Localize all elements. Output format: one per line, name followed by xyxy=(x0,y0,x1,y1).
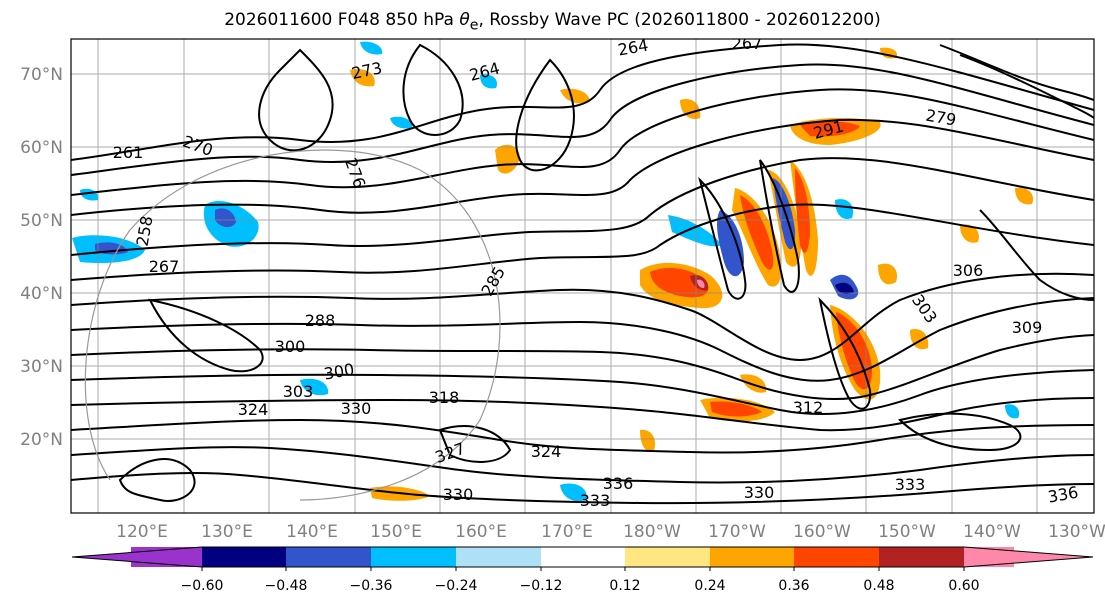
lon-tick-label: 160°E xyxy=(455,522,507,542)
graticule xyxy=(71,39,1094,513)
plot-frame xyxy=(70,38,1095,514)
colorbar-tick-label: 0.24 xyxy=(694,578,725,594)
colorbar-segment xyxy=(456,547,541,567)
colorbar-segment xyxy=(794,547,879,567)
contour-label: 309 xyxy=(1012,318,1043,337)
colorbar-segment xyxy=(879,547,964,567)
contour-label: 333 xyxy=(895,475,926,494)
contour-label: 288 xyxy=(305,311,336,330)
lon-tick-label: 140°E xyxy=(286,522,338,542)
colorbar-segment xyxy=(541,547,625,567)
lon-tick-label: 150°E xyxy=(370,522,422,542)
contour-label: 330 xyxy=(744,483,775,502)
contour-label: 300 xyxy=(275,337,306,356)
theta-e-contours xyxy=(71,43,1094,505)
lon-tick-label: 120°E xyxy=(116,522,168,542)
contour-label: 324 xyxy=(531,442,562,461)
contour-label: 324 xyxy=(238,400,269,419)
lat-tick-label: 60°N xyxy=(20,138,63,158)
map-title: 2026011600 F048 850 hPa θe, Rossby Wave … xyxy=(224,10,881,34)
colorbar-segment xyxy=(371,547,456,567)
contour-label: 333 xyxy=(580,491,611,510)
colorbar-segment xyxy=(202,547,286,567)
contour-label: 267 xyxy=(149,257,180,276)
colorbar-tick-label: −0.24 xyxy=(435,578,478,594)
lon-tick-label: 130°E xyxy=(201,522,253,542)
lon-tick-label: 130°W xyxy=(1048,522,1105,542)
lon-tick-label: 140°W xyxy=(963,522,1021,542)
colorbar-tick-label: 0.12 xyxy=(609,578,640,594)
colorbar-segment xyxy=(710,547,794,567)
colorbar-segment xyxy=(964,547,1014,567)
colorbar xyxy=(71,546,1094,571)
lat-tick-label: 30°N xyxy=(20,357,63,377)
contour-label: 264 xyxy=(616,36,649,60)
lon-tick-label: 170°E xyxy=(541,522,593,542)
colorbar-tick-label: 0.36 xyxy=(778,578,809,594)
lat-tick-label: 20°N xyxy=(20,430,63,450)
contour-label: 336 xyxy=(603,474,634,493)
colorbar-tick-label: −0.12 xyxy=(520,578,563,594)
contour-label: 267 xyxy=(732,34,763,53)
colorbar-tick-label: −0.48 xyxy=(265,578,308,594)
contour-label: 330 xyxy=(341,399,372,418)
colorbar-tick-label: −0.60 xyxy=(181,578,224,594)
lon-tick-label: 150°W xyxy=(878,522,936,542)
lon-tick-label: 180°W xyxy=(623,522,681,542)
latitude-labels: 70°N 60°N 50°N 40°N 30°N 20°N xyxy=(20,65,63,450)
colorbar-tick-labels: −0.60 −0.48 −0.36 −0.24 −0.12 0.12 0.24 0.36 0.4… xyxy=(181,578,980,594)
lon-tick-label: 160°W xyxy=(793,522,851,542)
colorbar-segment xyxy=(286,547,371,567)
contour-label: 306 xyxy=(953,261,984,280)
contour-label: 261 xyxy=(113,143,144,162)
projection-arc xyxy=(84,149,501,501)
colorbar-segment xyxy=(131,547,202,567)
colorbar-tick-label: −0.36 xyxy=(350,578,393,594)
longitude-labels: 120°E 130°E 140°E 150°E 160°E 170°E 180°W 170°W… xyxy=(116,522,1105,542)
lat-tick-label: 50°N xyxy=(20,211,63,231)
colorbar-tick-label: 0.48 xyxy=(863,578,894,594)
contour-label: 318 xyxy=(429,388,460,407)
contour-label: 330 xyxy=(443,485,474,504)
lat-tick-label: 70°N xyxy=(20,65,63,85)
colorbar-tick-label: 0.60 xyxy=(948,578,979,594)
contour-label: 312 xyxy=(793,398,824,417)
colorbar-segment xyxy=(625,547,710,567)
contour-label: 303 xyxy=(283,382,314,401)
lon-tick-label: 170°W xyxy=(708,522,766,542)
lat-tick-label: 40°N xyxy=(20,284,63,304)
